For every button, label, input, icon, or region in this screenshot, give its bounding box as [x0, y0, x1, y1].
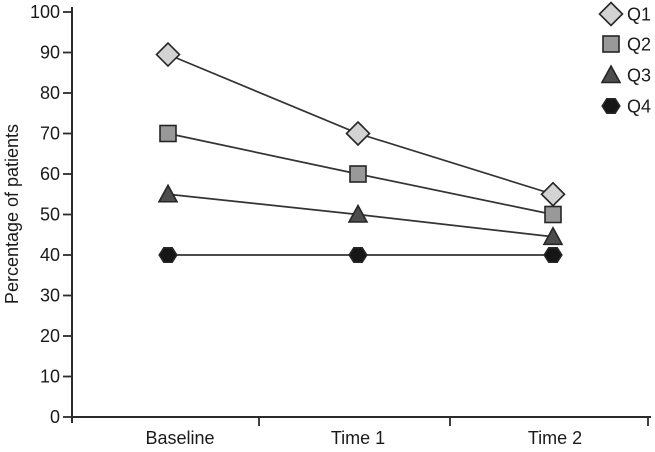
legend-label-q3: Q3 — [627, 66, 651, 86]
marker-q4-1 — [348, 247, 368, 264]
x-axis-label: Time 2 — [528, 428, 582, 448]
x-axis-label: Baseline — [145, 428, 214, 448]
marker-q3-0 — [157, 183, 179, 203]
marker-q3-2 — [542, 226, 564, 246]
legend-marker-q1 — [598, 1, 624, 27]
x-axis-label: Time 1 — [331, 428, 385, 448]
y-tick-label: 0 — [50, 407, 60, 427]
y-tick-label: 100 — [30, 2, 60, 22]
marker-q4-0 — [158, 247, 178, 264]
y-tick-label: 40 — [40, 245, 60, 265]
y-tick-label: 50 — [40, 205, 60, 225]
y-tick-label: 70 — [40, 124, 60, 144]
y-tick-label: 80 — [40, 83, 60, 103]
legend-marker-q3 — [600, 64, 622, 84]
marker-q1-0 — [155, 41, 181, 68]
legend-label-q2: Q2 — [627, 35, 651, 55]
y-tick-label: 20 — [40, 326, 60, 346]
marker-q4-2 — [543, 247, 563, 264]
legend-label-q1: Q1 — [627, 5, 651, 25]
y-tick-label: 60 — [40, 164, 60, 184]
marker-q2-1 — [349, 165, 367, 183]
y-tick-label: 10 — [40, 367, 60, 387]
marker-q2-0 — [159, 124, 177, 143]
marker-q1-2 — [540, 181, 566, 207]
legend-marker-q4 — [601, 98, 621, 114]
legend-marker-q2 — [602, 35, 620, 53]
marker-q3-1 — [347, 203, 369, 223]
marker-q2-2 — [544, 205, 562, 224]
y-tick-label: 90 — [40, 43, 60, 63]
legend-label-q4: Q4 — [627, 97, 651, 117]
y-tick-label: 30 — [40, 286, 60, 306]
y-axis-title: Percentage of patients — [2, 124, 22, 304]
marker-q1-1 — [345, 120, 371, 147]
